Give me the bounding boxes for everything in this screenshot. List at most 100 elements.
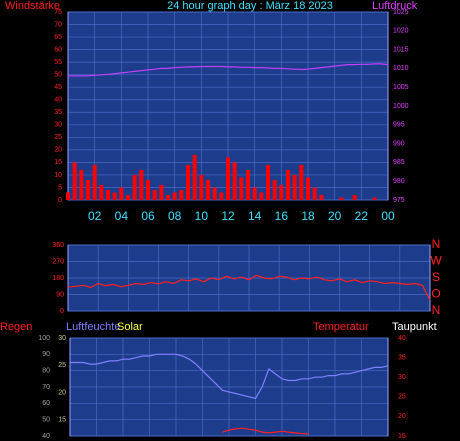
wind-spike <box>159 184 164 200</box>
series-line <box>67 274 431 301</box>
wind-spike <box>126 194 130 200</box>
wind-spike <box>139 169 144 200</box>
wind-spike <box>179 189 184 200</box>
y-tick-label: 50 <box>54 72 62 79</box>
y2-tick-label: 35 <box>398 354 406 361</box>
series-line <box>68 63 389 77</box>
y2-tick-label: 15 <box>398 433 406 440</box>
x-tick-label: 20 <box>328 209 342 223</box>
wind-spike <box>99 184 104 200</box>
wind-spike <box>272 179 277 200</box>
wind-spike <box>186 164 190 200</box>
y-tick-label: 15 <box>54 159 62 166</box>
y-tick-label: 30 <box>54 122 62 129</box>
y-tick-label: 5 <box>58 184 62 191</box>
wind-spike <box>352 194 357 200</box>
y-tick-label: 180 <box>52 275 64 282</box>
wind-spike <box>292 174 297 200</box>
y-tick-label: 40 <box>42 433 50 440</box>
y2-tick-label: 1005 <box>393 84 409 91</box>
axis-label: Regen <box>0 321 32 333</box>
y-tick-label: 20 <box>54 147 62 154</box>
y-tick-label: 65 <box>54 34 62 41</box>
wind-spike <box>266 164 270 200</box>
wind-spike <box>372 197 377 200</box>
x-tick-label: 02 <box>88 209 102 223</box>
y-tick-label: 40 <box>54 97 62 104</box>
y2-tick-label: 30 <box>398 374 406 381</box>
wind-spike <box>119 187 124 200</box>
wind-spike <box>206 179 210 200</box>
wind-spike <box>299 164 304 200</box>
wind-spike <box>219 192 224 200</box>
y-tick-label: 70 <box>54 21 62 28</box>
y-tick-label: 100 <box>38 335 50 342</box>
wind-spike <box>239 177 244 200</box>
wind-spike <box>146 179 150 200</box>
wind-spike <box>132 174 137 200</box>
chart-title: 24 hour graph day : März 18 2023 <box>167 0 333 12</box>
wind-spike <box>92 164 97 200</box>
y2-tick-label: 975 <box>393 197 405 204</box>
y2-tick-label: 25 <box>398 394 406 401</box>
y2-tick-label: S <box>432 270 440 284</box>
y2-tick-label: 1010 <box>393 65 409 72</box>
y-tick-label: 90 <box>42 351 50 358</box>
y2-tick-label: 20 <box>398 413 406 420</box>
wind-spike <box>226 157 230 200</box>
x-tick-label: 14 <box>248 209 262 223</box>
y2-tick-label: 990 <box>393 140 405 147</box>
wind-spike <box>86 179 90 200</box>
wind-spike <box>252 187 257 200</box>
wind-spike <box>339 197 344 200</box>
axis-label: Solar <box>117 321 143 333</box>
wind-spike <box>232 162 237 200</box>
wind-spike <box>286 169 290 200</box>
y-tick-label: 70 <box>42 384 50 391</box>
y2-tick-label: 1025 <box>393 9 409 16</box>
y2-tick-label: N <box>432 303 441 317</box>
y-tick-label: 60 <box>54 46 62 53</box>
axis-label: Temperatur <box>313 321 369 333</box>
series-line <box>70 353 389 400</box>
y-tick-label: 35 <box>54 109 62 116</box>
x-tick-label: 06 <box>141 209 155 223</box>
y2-tick-label: 980 <box>393 178 405 185</box>
wind-spike <box>279 184 284 200</box>
y2-axis-label: Luftdruck <box>372 0 418 12</box>
y2-tick-label: W <box>430 254 442 268</box>
y-tick-label: 45 <box>54 84 62 91</box>
wind-spike <box>192 154 197 200</box>
y2-tick-label: 1020 <box>393 28 409 35</box>
x-tick-label: 18 <box>301 209 315 223</box>
y-tick-label: 0 <box>60 308 64 315</box>
y-tick-label: 75 <box>54 9 62 16</box>
wind-spike <box>246 169 250 200</box>
wind-spike <box>312 187 317 200</box>
x-tick-label: 12 <box>221 209 235 223</box>
wind-spike <box>172 192 177 200</box>
y2-tick-label: 995 <box>393 122 405 129</box>
axis-label: Luftfeuchte <box>66 321 120 333</box>
wind-spike <box>306 177 310 200</box>
wind-spike <box>66 192 70 200</box>
y2-tick-label: 985 <box>393 159 405 166</box>
y-tick-label: 55 <box>54 59 62 66</box>
y2-tick-label: 1000 <box>393 103 409 110</box>
y-tick-label: 10 <box>54 172 62 179</box>
y2-tick-label: 40 <box>398 335 406 342</box>
y-tick-label: 0 <box>58 197 62 204</box>
axis-label: Taupunkt <box>392 321 437 333</box>
wind-spike <box>72 162 77 200</box>
y-tick-label: 90 <box>56 291 64 298</box>
y2-tick-label: N <box>432 237 441 251</box>
x-tick-label: 16 <box>275 209 289 223</box>
x-tick-label: 04 <box>115 209 129 223</box>
wind-spike <box>152 189 157 200</box>
y3-tick-label: 25 <box>58 362 66 369</box>
x-tick-label: 22 <box>355 209 369 223</box>
x-tick-label: 08 <box>168 209 182 223</box>
wind-spike <box>166 194 170 200</box>
y-tick-label: 60 <box>42 400 50 407</box>
